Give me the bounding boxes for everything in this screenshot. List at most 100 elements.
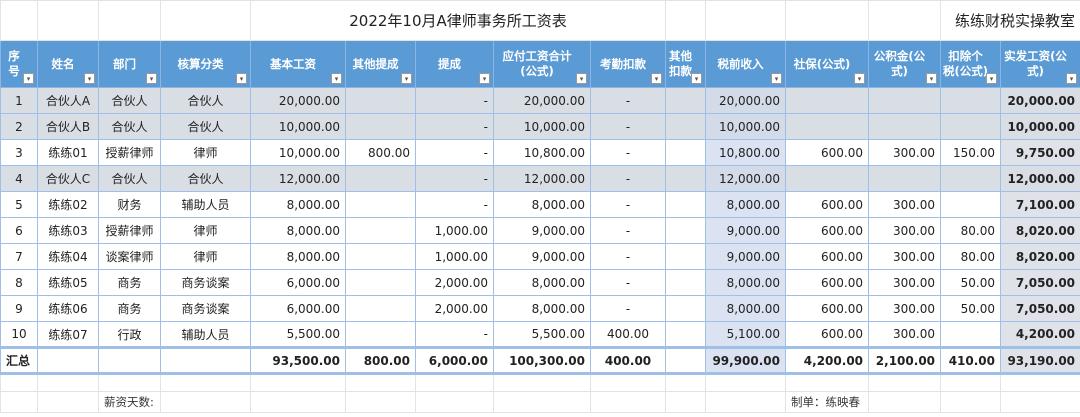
cell[interactable]: - [589,165,667,192]
cell[interactable]: 律师 [160,243,251,270]
cell[interactable]: 10,800.00 [705,139,787,166]
cell[interactable]: 2 [0,113,38,140]
cell[interactable] [250,391,346,413]
cell[interactable] [665,295,707,322]
filter-dropdown-icon[interactable]: ▾ [986,73,998,84]
cell[interactable]: - [589,87,667,114]
cell[interactable]: 8,000.00 [250,217,346,244]
cell[interactable]: 合伙人 [160,113,251,140]
cell[interactable]: 商务谈案 [160,269,251,296]
column-header[interactable]: 实发工资(公式) ▾ [1000,40,1080,88]
cell[interactable] [345,217,416,244]
cell[interactable]: 5 [0,191,38,218]
column-header[interactable]: 提成 ▾ [415,40,494,88]
cell[interactable]: 100,300.00 [493,346,591,375]
cell[interactable] [665,139,707,166]
filter-dropdown-icon[interactable]: ▾ [331,73,342,84]
cell[interactable]: 8,000.00 [250,243,346,270]
cell[interactable]: 20,000.00 [1000,87,1080,114]
cell[interactable] [665,269,707,296]
column-header[interactable]: 社保(公式) ▾ [785,40,870,88]
filter-dropdown-icon[interactable]: ▾ [854,73,866,84]
cell[interactable]: 80.00 [940,243,1002,270]
cell[interactable] [665,321,707,348]
cell[interactable] [940,113,1002,140]
cell[interactable]: 600.00 [785,321,870,348]
cell[interactable]: 9,000.00 [493,217,591,244]
cell[interactable]: 8,000.00 [493,191,591,218]
cell[interactable] [345,295,416,322]
cell[interactable] [98,0,161,41]
cell[interactable]: 9,000.00 [493,243,591,270]
cell[interactable] [868,87,942,114]
filter-dropdown-icon[interactable]: ▾ [146,73,157,84]
cell[interactable]: 律师 [160,139,251,166]
cell[interactable] [785,0,870,41]
cell[interactable]: 5,500.00 [493,321,591,348]
cell[interactable]: 练练07 [37,321,99,348]
cell[interactable] [940,191,1002,218]
cell[interactable]: 9,000.00 [705,243,787,270]
cell[interactable]: - [589,113,667,140]
cell[interactable] [98,373,161,392]
cell[interactable]: 600.00 [785,191,870,218]
cell[interactable]: 8,000.00 [705,269,787,296]
cell[interactable] [665,87,707,114]
cell[interactable] [345,191,416,218]
cell[interactable] [705,0,787,41]
cell[interactable] [665,391,707,413]
cell[interactable] [940,165,1002,192]
cell[interactable] [868,0,942,41]
sheet-title[interactable]: 2022年10月A律师事务所工资表 [249,0,667,41]
cell[interactable]: 汇总 [0,346,38,375]
cell[interactable] [0,0,38,41]
cell[interactable]: 2,000.00 [415,295,494,322]
cell[interactable]: - [415,321,494,348]
cell[interactable]: 8,000.00 [250,191,346,218]
cell[interactable]: - [589,269,667,296]
cell[interactable] [345,165,416,192]
cell[interactable]: 10,800.00 [493,139,591,166]
cell[interactable]: 6,000.00 [250,295,346,322]
cell[interactable] [589,373,667,392]
cell[interactable] [868,391,942,413]
cell[interactable]: 合伙人 [160,165,251,192]
cell[interactable]: - [415,87,494,114]
cell[interactable] [868,373,942,392]
cell[interactable]: 8,000.00 [493,295,591,322]
cell[interactable] [345,87,416,114]
cell[interactable] [665,191,707,218]
cell[interactable]: 2,000.00 [415,269,494,296]
cell[interactable]: 4,200.00 [785,346,870,375]
cell[interactable]: 练练02 [37,191,99,218]
cell[interactable] [868,113,942,140]
cell[interactable] [345,321,416,348]
cell[interactable]: 300.00 [868,321,942,348]
cell[interactable]: 7,100.00 [1000,191,1080,218]
column-header[interactable]: 核算分类 ▾ [160,40,251,88]
brand-text[interactable]: 练练财税实操教室 [940,0,1080,41]
cell[interactable] [37,373,99,392]
cell[interactable]: 600.00 [785,269,870,296]
cell[interactable]: 合伙人C [37,165,99,192]
cell[interactable]: - [589,139,667,166]
cell[interactable] [868,165,942,192]
cell[interactable] [665,113,707,140]
cell[interactable] [345,113,416,140]
cell[interactable] [0,373,38,392]
cell[interactable] [589,391,667,413]
column-header[interactable]: 应付工资合计(公式) ▾ [493,40,591,88]
cell[interactable] [160,346,251,375]
cell[interactable]: 600.00 [785,295,870,322]
cell[interactable]: 300.00 [868,243,942,270]
cell[interactable] [345,243,416,270]
cell[interactable] [940,321,1002,348]
cell[interactable] [665,165,707,192]
cell[interactable] [37,0,99,41]
cell[interactable]: 12,000.00 [493,165,591,192]
cell[interactable] [1000,373,1080,392]
cell[interactable]: 10,000.00 [1000,113,1080,140]
cell[interactable]: 辅助人员 [160,191,251,218]
cell[interactable]: 12,000.00 [1000,165,1080,192]
column-header[interactable]: 其他提成 ▾ [345,40,416,88]
